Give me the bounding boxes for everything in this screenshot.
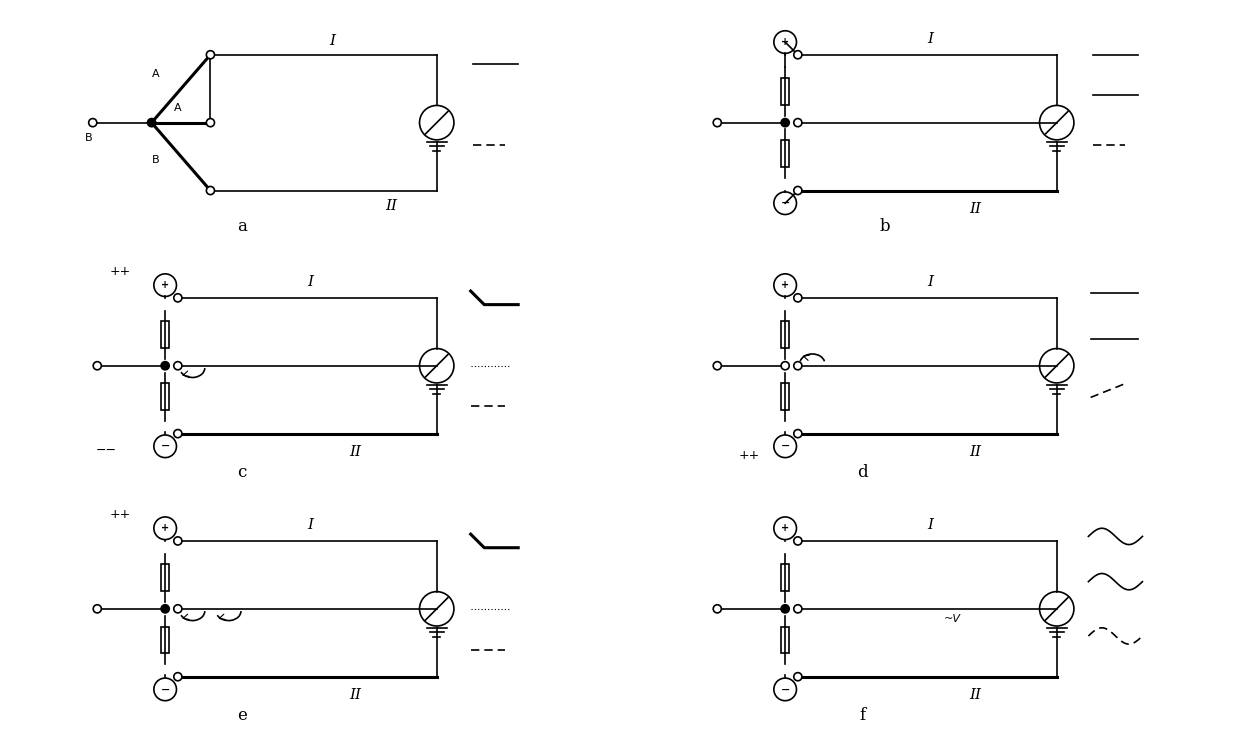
- Circle shape: [206, 186, 215, 195]
- Circle shape: [794, 537, 802, 545]
- Text: I: I: [308, 518, 312, 532]
- Text: −: −: [780, 199, 790, 208]
- Bar: [781, 140, 789, 167]
- Bar: [781, 383, 789, 410]
- Text: +: +: [781, 37, 789, 47]
- Text: +: +: [781, 523, 789, 533]
- Circle shape: [206, 50, 215, 59]
- Circle shape: [174, 604, 182, 613]
- Text: ++: ++: [738, 448, 760, 461]
- Circle shape: [713, 604, 722, 613]
- Circle shape: [89, 118, 97, 127]
- Circle shape: [713, 361, 722, 370]
- Text: II: II: [970, 445, 981, 458]
- Bar: [161, 321, 169, 348]
- Text: I: I: [330, 34, 336, 48]
- Circle shape: [174, 672, 182, 681]
- Circle shape: [794, 293, 802, 302]
- Circle shape: [794, 604, 802, 613]
- Text: b: b: [879, 218, 890, 235]
- Text: +: +: [161, 280, 169, 290]
- Bar: [781, 321, 789, 348]
- Text: I: I: [308, 275, 312, 289]
- Text: −: −: [160, 685, 170, 694]
- Text: ~V: ~V: [944, 615, 961, 624]
- Text: II: II: [970, 688, 981, 702]
- Text: B: B: [151, 155, 159, 166]
- Text: −: −: [780, 685, 790, 694]
- Circle shape: [781, 604, 789, 613]
- Text: II: II: [386, 199, 398, 213]
- Circle shape: [794, 361, 802, 370]
- Circle shape: [794, 672, 802, 681]
- Circle shape: [93, 361, 102, 370]
- Text: +: +: [161, 523, 169, 533]
- Text: ++: ++: [109, 508, 130, 521]
- Circle shape: [781, 361, 789, 370]
- Text: +: +: [781, 280, 789, 290]
- Text: II: II: [970, 201, 981, 215]
- Circle shape: [174, 293, 182, 302]
- Circle shape: [794, 429, 802, 438]
- Text: B: B: [84, 133, 92, 143]
- Text: A: A: [151, 69, 159, 80]
- Bar: [161, 564, 169, 591]
- Text: a: a: [237, 218, 247, 235]
- Circle shape: [93, 604, 102, 613]
- Circle shape: [174, 429, 182, 438]
- Text: A: A: [174, 104, 182, 113]
- Circle shape: [174, 361, 182, 370]
- Text: c: c: [237, 464, 247, 480]
- Text: II: II: [350, 445, 361, 458]
- Text: −: −: [160, 442, 170, 451]
- Circle shape: [794, 118, 802, 127]
- Circle shape: [174, 537, 182, 545]
- Text: d: d: [857, 464, 868, 480]
- Text: f: f: [859, 707, 866, 723]
- Text: I: I: [928, 32, 932, 46]
- Circle shape: [206, 118, 215, 127]
- Circle shape: [148, 118, 156, 127]
- Circle shape: [161, 361, 169, 370]
- Text: I: I: [928, 518, 932, 532]
- Circle shape: [713, 118, 722, 127]
- Bar: [161, 383, 169, 410]
- Circle shape: [794, 186, 802, 195]
- Bar: [781, 626, 789, 653]
- Text: ++: ++: [109, 265, 130, 278]
- Circle shape: [794, 50, 802, 59]
- Bar: [161, 626, 169, 653]
- Text: −−: −−: [95, 444, 117, 457]
- Circle shape: [781, 118, 789, 127]
- Circle shape: [161, 604, 169, 613]
- Bar: [781, 564, 789, 591]
- Bar: [781, 78, 789, 105]
- Text: II: II: [350, 688, 361, 702]
- Text: e: e: [237, 707, 247, 723]
- Text: I: I: [928, 275, 932, 289]
- Text: −: −: [780, 442, 790, 451]
